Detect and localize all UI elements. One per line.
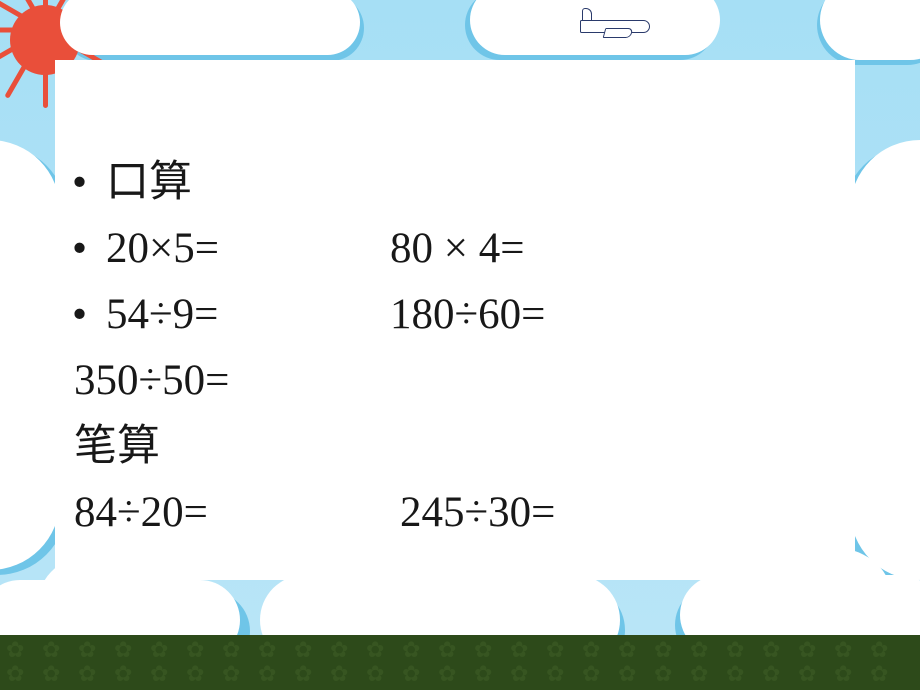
mental-row-1: • 20×5= 80 × 4= xyxy=(72,216,848,282)
cloud-decor xyxy=(850,140,920,580)
bullet-icon: • xyxy=(72,282,106,348)
mental-title: 口算 xyxy=(106,150,192,216)
problem-text: 180÷60= xyxy=(390,282,545,348)
cloud-decor xyxy=(820,0,920,60)
mental-title-row: • 口算 xyxy=(72,150,848,216)
mental-row-3: 350÷50= xyxy=(72,348,848,414)
cloud-decor xyxy=(0,580,240,635)
slide-content: • 口算 • 20×5= 80 × 4= • 54÷9= 180÷60= 350… xyxy=(72,150,848,546)
problem-text: 245÷30= xyxy=(400,480,555,546)
airplane-icon xyxy=(580,8,660,43)
written-title: 笔算 xyxy=(74,423,160,470)
cloud-decor xyxy=(60,0,360,55)
cloud-decor xyxy=(680,575,920,635)
written-title-row: 笔算 xyxy=(72,414,848,480)
problem-text: 350÷50= xyxy=(74,357,229,404)
problem-text: 54÷9= xyxy=(106,282,390,348)
bullet-icon: • xyxy=(72,216,106,282)
footer-pattern xyxy=(0,635,920,690)
mental-row-2: • 54÷9= 180÷60= xyxy=(72,282,848,348)
slide-frame: • 口算 • 20×5= 80 × 4= • 54÷9= 180÷60= 350… xyxy=(0,0,920,635)
problem-text: 80 × 4= xyxy=(390,216,525,282)
problem-text: 20×5= xyxy=(106,216,390,282)
written-row-1: 84÷20= 245÷30= xyxy=(72,480,848,546)
cloud-decor xyxy=(0,140,60,570)
cloud-decor xyxy=(260,575,620,635)
bullet-icon: • xyxy=(72,150,106,216)
problem-text: 84÷20= xyxy=(74,480,400,546)
